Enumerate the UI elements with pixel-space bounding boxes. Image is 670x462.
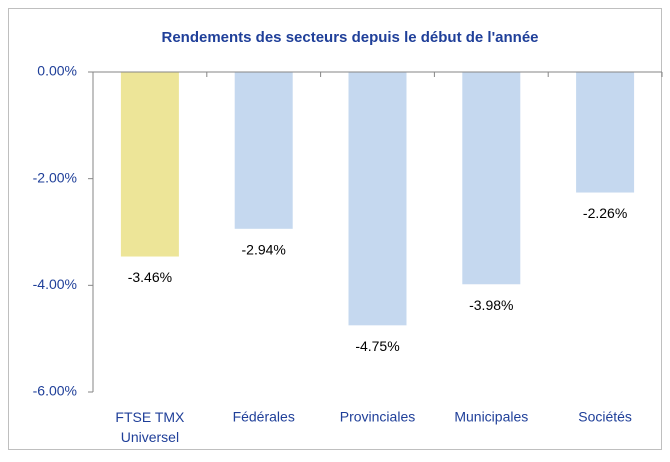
x-tick-label: Provinciales (340, 409, 415, 425)
x-tick-label: Sociétés (578, 409, 632, 425)
bar (234, 72, 293, 229)
x-tick-label: Municipales (454, 409, 528, 425)
value-label: -4.75% (355, 338, 399, 354)
bar (576, 72, 635, 193)
bar (120, 72, 179, 257)
chart-title: Rendements des secteurs depuis le début … (161, 29, 538, 46)
y-tick-label: 0.00% (37, 63, 77, 79)
y-tick-label: -4.00% (33, 276, 77, 292)
value-label: -2.26% (583, 205, 627, 221)
value-label: -2.94% (242, 242, 286, 258)
x-tick-label: Fédérales (233, 409, 295, 425)
chart-frame (8, 8, 662, 450)
x-tick-label: FTSE TMX Universel (115, 409, 185, 445)
value-label: -3.98% (469, 297, 513, 313)
y-tick-label: -6.00% (33, 383, 77, 399)
bar (462, 72, 521, 285)
bar (348, 72, 407, 326)
value-label: -3.46% (128, 269, 172, 285)
y-tick-label: -2.00% (33, 169, 77, 185)
